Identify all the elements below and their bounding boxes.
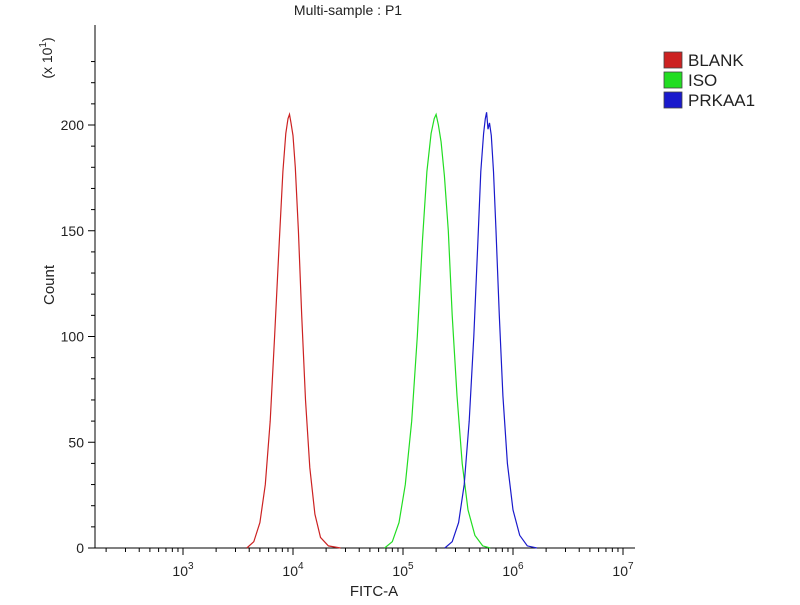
legend-swatch [663,51,683,69]
x-tick-exponent: 7 [628,561,634,572]
legend-label: BLANK [688,51,744,70]
x-tick-label: 107 [612,561,634,579]
series-line-iso [384,112,491,549]
y-axis-ticks: 0 50 100 150 200 [61,61,95,556]
legend-label: PRKAA1 [688,91,755,110]
y-axis-label: Count [41,264,58,305]
y-multiplier-label: (x 101) [38,37,55,78]
y-tick-label: 100 [61,329,85,345]
x-tick-exponent: 5 [408,561,414,572]
x-tick-base: 10 [502,563,518,579]
x-tick-label: 105 [392,561,414,579]
x-tick-label: 106 [502,561,524,579]
legend-label: ISO [688,71,717,90]
x-axis-ticks: 103 104 105 106 107 [105,548,634,579]
x-tick-label: 103 [172,561,194,579]
x-tick-exponent: 3 [188,561,194,572]
legend-swatch [663,71,683,89]
series-line-prkaa1 [444,112,538,549]
x-tick-label: 104 [282,561,304,579]
chart-title: Multi-sample : P1 [294,2,402,18]
y-tick-label: 200 [61,117,85,133]
y-tick-label: 0 [76,540,84,556]
x-tick-exponent: 6 [518,561,524,572]
y-tick-label: 150 [61,223,85,239]
x-tick-base: 10 [392,563,408,579]
y-multiplier-prefix: (x 10 [39,47,55,78]
x-tick-base: 10 [282,563,298,579]
x-tick-base: 10 [612,563,628,579]
legend-swatch [663,91,683,109]
y-multiplier-exponent: 1 [38,42,49,48]
y-multiplier-suffix: ) [39,37,55,42]
series-lines [246,112,538,549]
x-tick-exponent: 4 [298,561,304,572]
x-tick-base: 10 [172,563,188,579]
series-line-blank [246,112,341,549]
y-tick-label: 50 [68,434,84,450]
x-axis-label: FITC-A [350,583,398,600]
